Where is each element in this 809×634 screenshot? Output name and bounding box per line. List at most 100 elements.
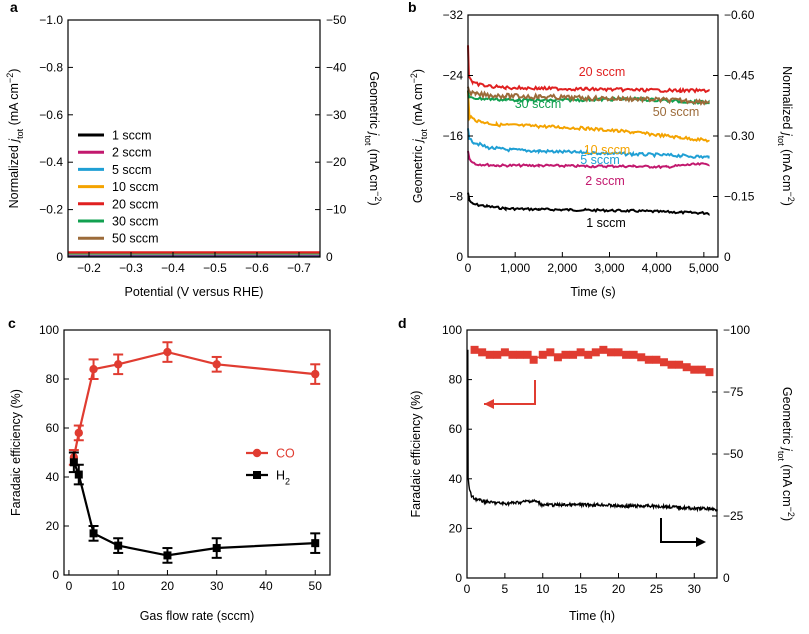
panel-c-point-0-2 bbox=[89, 365, 98, 374]
panel-d-label: d bbox=[398, 315, 407, 331]
panel-d-fe-point-31 bbox=[705, 368, 714, 377]
panel-a-legend-label-2: 5 sccm bbox=[112, 163, 152, 177]
panel-b-ytick-right-label-0: 0 bbox=[724, 250, 731, 264]
panel-a-xtick-label-3: −0.5 bbox=[203, 261, 227, 275]
panel-d-fe-point-11 bbox=[553, 353, 562, 362]
panel-d-fe-point-28 bbox=[682, 363, 691, 372]
panel-a-ytick-right-label-1: −10 bbox=[326, 203, 347, 217]
panel-d: d 0 5 10 15 20 25 30 0 20 40 60 80 100 0 −25 −50 −75 −100 T… bbox=[398, 315, 796, 623]
panel-c-xtick-label-2: 20 bbox=[161, 579, 175, 593]
panel-a-legend-label-4: 20 sccm bbox=[112, 197, 159, 211]
panel-a-xtick-label-5: −0.7 bbox=[287, 261, 311, 275]
panel-c-legend-marker-0 bbox=[252, 448, 262, 458]
panel-c-point-0-6 bbox=[311, 369, 320, 379]
panel-b-series-label-5: 50 sccm bbox=[653, 105, 700, 119]
panel-a-ylabel-right: Geometric jtot (mA cm−2) bbox=[363, 71, 383, 205]
panel-d-ylabel-left: Faradaic efficiency (%) bbox=[409, 391, 423, 518]
panel-a-label: a bbox=[10, 0, 18, 15]
panel-b-series-1 bbox=[467, 150, 710, 170]
panel-b-xtick-label-1: 1,000 bbox=[500, 261, 530, 275]
panel-d-fe-point-1 bbox=[478, 348, 487, 357]
panel-d-fe-point-7 bbox=[523, 350, 532, 359]
panel-c-point-1-2 bbox=[89, 529, 98, 538]
panel-a-ytick-right-label-2: −20 bbox=[326, 155, 347, 169]
panel-d-fe-point-20 bbox=[622, 350, 631, 359]
panel-c-ytick-left-label-0: 0 bbox=[52, 568, 59, 582]
panel-d-ytick-left-label-1: 20 bbox=[449, 521, 463, 535]
panel-c-ytick-left-label-2: 40 bbox=[46, 470, 60, 484]
panel-c-xlabel: Gas flow rate (sccm) bbox=[140, 609, 255, 623]
panel-c-label: c bbox=[8, 315, 16, 331]
panel-c-point-1-4 bbox=[163, 551, 172, 560]
panel-c-point-1-5 bbox=[212, 544, 221, 553]
panel-c-point-1-1 bbox=[74, 470, 83, 479]
panel-d-fe-point-21 bbox=[629, 350, 638, 359]
panel-d-fe-point-29 bbox=[690, 365, 699, 374]
panel-b-series-label-2: 5 sccm bbox=[580, 153, 620, 167]
panel-d-xtick-label-0: 0 bbox=[464, 582, 471, 596]
panel-b-series-2 bbox=[467, 128, 710, 160]
panel-a-legend-label-1: 2 sccm bbox=[112, 146, 152, 160]
panel-b-ytick-right-label-1: −0.15 bbox=[724, 190, 755, 204]
panel-a-ytick-right-label-5: −50 bbox=[326, 13, 347, 27]
panel-a-ytick-left-label-2: −0.4 bbox=[39, 155, 63, 169]
panel-d-fe-point-16 bbox=[591, 348, 600, 357]
panel-b-label: b bbox=[408, 0, 417, 15]
panel-d-xtick-label-5: 25 bbox=[650, 582, 664, 596]
panel-c-xtick-label-3: 30 bbox=[210, 579, 224, 593]
panel-d-fe-point-2 bbox=[485, 350, 494, 359]
panel-d-fe-point-17 bbox=[599, 345, 608, 354]
panel-b-ytick-left-label-2: −16 bbox=[443, 129, 464, 143]
panel-a-legend-label-0: 1 sccm bbox=[112, 129, 152, 143]
panel-d-fe-point-19 bbox=[614, 348, 623, 357]
panel-a: a −0.2 −0.3 −0.4 −0.5 −0.6 −0.7 0 −0.2 −0.4 −0.6 −0… bbox=[5, 0, 383, 299]
panel-a-frame bbox=[67, 19, 321, 258]
panel-c: c 0 10 20 30 40 50 0 20 40 60 80 100 Gas flow rate (s… bbox=[8, 315, 331, 623]
panel-d-fe-point-12 bbox=[561, 350, 570, 359]
panel-d-current-trace bbox=[467, 349, 718, 513]
panel-a-xtick-label-0: −0.2 bbox=[77, 261, 101, 275]
panel-b-series-5 bbox=[467, 86, 710, 106]
panel-a-legend-label-3: 10 sccm bbox=[112, 180, 159, 194]
panel-d-ytick-left-label-5: 100 bbox=[442, 323, 462, 337]
panel-b-xtick-label-4: 4,000 bbox=[642, 261, 672, 275]
panel-b-series-0 bbox=[467, 192, 710, 216]
panel-b-series-3 bbox=[467, 90, 710, 143]
panel-b-ylabel-left: Geometric jtot (mA cm−2) bbox=[409, 69, 429, 203]
panel-b-ylabel-right: Normalized jtot (mA cm−2) bbox=[776, 66, 796, 206]
panel-b-xtick-label-5: 5,000 bbox=[689, 261, 719, 275]
panel-d-xlabel: Time (h) bbox=[569, 609, 615, 623]
panel-b-ytick-left-label-3: −24 bbox=[443, 69, 464, 83]
panel-b-series-label-1: 2 sccm bbox=[585, 174, 625, 188]
panel-c-ytick-left-label-5: 100 bbox=[39, 323, 59, 337]
panel-d-xtick-label-1: 5 bbox=[502, 582, 509, 596]
panel-b-series-6 bbox=[467, 45, 710, 94]
panel-d-fe-point-26 bbox=[667, 360, 676, 369]
panel-c-xtick-label-5: 50 bbox=[309, 579, 323, 593]
panel-c-xtick-label-4: 40 bbox=[259, 579, 273, 593]
panel-d-xtick-label-2: 10 bbox=[536, 582, 550, 596]
panel-a-ytick-left-label-1: −0.2 bbox=[39, 203, 63, 217]
panel-a-xtick-label-4: −0.6 bbox=[245, 261, 269, 275]
panel-a-ytick-right-label-3: −30 bbox=[326, 108, 347, 122]
panel-d-fe-point-4 bbox=[500, 348, 509, 357]
panel-c-point-0-4 bbox=[163, 347, 172, 357]
panel-c-ylabel: Faradaic efficiency (%) bbox=[9, 389, 23, 516]
panel-d-fe-point-6 bbox=[516, 350, 525, 359]
panel-d-fe-point-10 bbox=[546, 348, 555, 357]
panel-d-fe-point-0 bbox=[470, 345, 479, 354]
panel-a-ytick-left-label-4: −0.8 bbox=[39, 60, 63, 74]
panel-d-xtick-label-4: 20 bbox=[612, 582, 626, 596]
panel-c-line-0 bbox=[72, 350, 316, 458]
panel-b-series-label-4: 30 sccm bbox=[515, 97, 562, 111]
panel-d-ytick-right-label-1: −25 bbox=[723, 509, 744, 523]
panel-c-point-1-6 bbox=[311, 539, 320, 548]
panel-c-xtick-label-1: 10 bbox=[112, 579, 126, 593]
panel-a-legend-label-5: 30 sccm bbox=[112, 215, 159, 229]
panel-a-xtick-label-2: −0.4 bbox=[161, 261, 185, 275]
panel-b-ytick-right-label-3: −0.45 bbox=[724, 69, 755, 83]
panel-b-ytick-left-label-4: −32 bbox=[443, 8, 464, 22]
panel-b-xtick-label-2: 2,000 bbox=[547, 261, 577, 275]
panel-c-point-0-5 bbox=[212, 360, 221, 369]
